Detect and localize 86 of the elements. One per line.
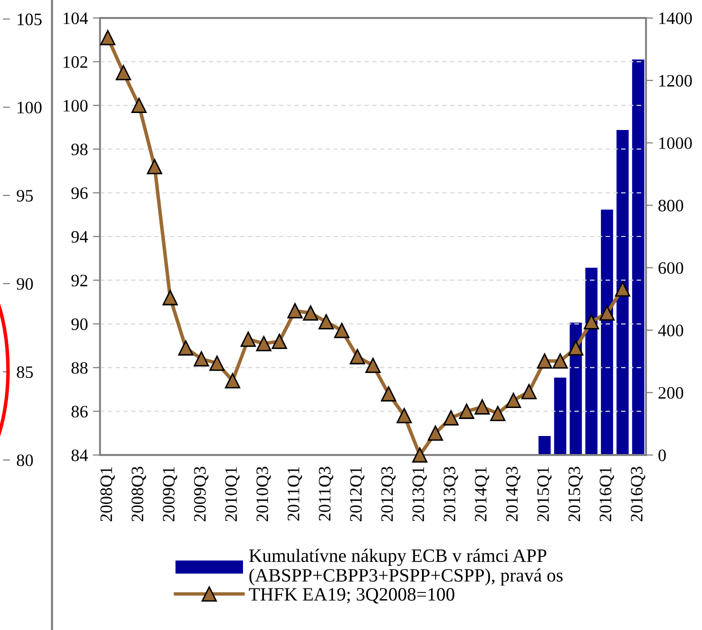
y-tick-label: 90 <box>71 318 88 330</box>
x-tick-label: 2014Q3 <box>506 466 520 522</box>
y-tick-label: 92 <box>71 274 88 286</box>
y-tick-label: 104 <box>64 12 88 24</box>
point <box>302 305 318 321</box>
bar <box>538 436 551 455</box>
y-tick-label: 94 <box>71 231 88 243</box>
point <box>474 399 490 415</box>
point <box>380 386 396 402</box>
point <box>568 340 584 356</box>
y2-tick-label: 800 <box>658 200 684 212</box>
x-tick-label: 2016Q1 <box>600 467 614 522</box>
x-tick-label: 2009Q1 <box>162 467 178 522</box>
y-tick-label: 80 <box>16 454 33 466</box>
y2-tick-label: 1200 <box>659 74 692 87</box>
x-tick-label: 2012Q1 <box>350 467 364 522</box>
point <box>490 406 506 422</box>
point <box>365 358 381 374</box>
point <box>552 353 568 369</box>
point <box>536 353 552 369</box>
point <box>318 314 334 330</box>
y2-tick-label: 200 <box>658 387 684 399</box>
x-tick-label: 2012Q3 <box>381 466 396 522</box>
bar <box>570 322 582 455</box>
point <box>350 349 366 364</box>
point <box>428 426 444 441</box>
y-tick-label: 105 <box>18 14 42 26</box>
x-tick-label: 2010Q1 <box>225 467 240 522</box>
x-tick-label: 2010Q3 <box>256 466 271 522</box>
legend-label: Kumulatívne nákupy ECB v rámci APP (ABSPP+CBPP3+PSPP+CSPP), pravá os <box>249 548 563 586</box>
point <box>614 281 630 297</box>
y-tick-label: 90 <box>16 278 33 290</box>
x-tick-label: 2016Q3 <box>630 466 646 522</box>
x-tick-label: 2015Q3 <box>568 466 583 522</box>
x-tick-label: 2013Q1 <box>412 467 427 522</box>
x-tick-label: 2011Q1 <box>288 467 302 521</box>
y-tick-label: 100 <box>18 102 42 114</box>
bar <box>616 130 629 455</box>
point <box>209 356 225 371</box>
y-tick-label: 98 <box>71 144 88 156</box>
y-tick-label: 88 <box>71 362 88 374</box>
bar <box>600 210 614 455</box>
point <box>146 158 162 174</box>
point <box>224 373 240 388</box>
x-tick-label: 2009Q3 <box>194 466 208 522</box>
y2-tick-label: 1400 <box>659 12 692 24</box>
x-tick-label: 2013Q3 <box>444 466 458 522</box>
point <box>334 322 350 338</box>
y-tick-label: 86 <box>71 406 88 418</box>
point <box>396 408 412 424</box>
y-tick-label: 84 <box>71 449 88 462</box>
y-tick-label: 95 <box>16 190 33 202</box>
bar <box>554 378 566 455</box>
point <box>162 290 178 306</box>
x-tick-label: 2014Q1 <box>474 467 490 522</box>
point <box>116 64 132 80</box>
point <box>521 384 537 400</box>
point <box>584 314 600 330</box>
x-tick-label: 2008Q1 <box>100 467 115 522</box>
legend-label: THFK EA19; 3Q2008=100 <box>248 588 454 604</box>
y-tick-label: 96 <box>71 187 88 199</box>
point <box>443 410 459 426</box>
y2-tick-label: 400 <box>658 324 684 336</box>
point <box>272 334 288 350</box>
point <box>178 340 194 356</box>
y-tick-label: 102 <box>64 56 88 68</box>
point <box>287 303 303 318</box>
bar <box>585 268 598 455</box>
y2-tick-label: 1000 <box>659 137 692 150</box>
point <box>599 305 615 321</box>
point <box>100 30 116 46</box>
point <box>256 336 272 352</box>
y-tick-label: 100 <box>64 100 88 112</box>
x-tick-label: 2008Q3 <box>132 466 146 522</box>
x-tick-label: 2011Q3 <box>318 466 334 521</box>
point <box>506 392 522 408</box>
point <box>412 447 428 463</box>
y-tick-label: 85 <box>16 366 33 378</box>
point <box>131 98 147 114</box>
y2-tick-label: 600 <box>658 262 684 274</box>
point <box>194 351 210 366</box>
point <box>458 404 474 419</box>
y2-tick-label: 0 <box>658 449 666 462</box>
point <box>240 332 256 347</box>
x-tick-label: 2015Q1 <box>537 467 552 522</box>
bar <box>632 60 644 455</box>
